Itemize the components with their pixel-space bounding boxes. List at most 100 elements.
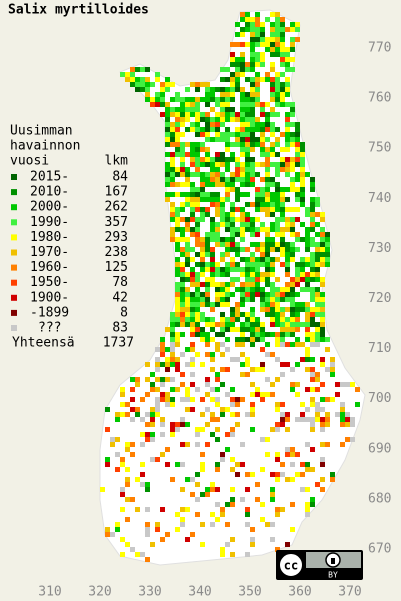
cell [295, 137, 300, 142]
cell [255, 117, 260, 122]
cell [200, 172, 205, 177]
cell [225, 267, 230, 272]
cell [235, 397, 240, 402]
cell [160, 422, 165, 427]
cell [305, 312, 310, 317]
cell [155, 347, 160, 352]
cell [205, 87, 210, 92]
cell [260, 52, 265, 57]
cell [315, 327, 320, 332]
cell [275, 27, 280, 32]
cell [310, 177, 315, 182]
cell [240, 12, 245, 17]
cell [245, 67, 250, 72]
cell [280, 292, 285, 297]
cell [220, 547, 225, 552]
cell [270, 312, 275, 317]
legend-swatch [11, 294, 17, 301]
legend-count: 167 [105, 185, 128, 200]
cell [230, 117, 235, 122]
cell [160, 112, 165, 117]
cell [305, 407, 310, 412]
cell [150, 382, 155, 387]
cell [195, 482, 200, 487]
cell [175, 137, 180, 142]
cell [290, 257, 295, 262]
cell [290, 57, 295, 62]
cell [135, 82, 140, 87]
legend-swatch [11, 219, 17, 226]
cell [220, 177, 225, 182]
cell [245, 92, 250, 97]
cell [165, 162, 170, 167]
cell [125, 467, 130, 472]
cell [130, 72, 135, 77]
cell [295, 312, 300, 317]
cell [225, 167, 230, 172]
cell [135, 412, 140, 417]
cell [180, 102, 185, 107]
cell [275, 197, 280, 202]
cell [180, 112, 185, 117]
cell [250, 32, 255, 37]
cell [305, 282, 310, 287]
cell [280, 287, 285, 292]
cell [185, 152, 190, 157]
cell [315, 412, 320, 417]
cell [260, 132, 265, 137]
cell [210, 272, 215, 277]
cell [310, 497, 315, 502]
cell [280, 22, 285, 27]
cell [230, 237, 235, 242]
cell [215, 122, 220, 127]
cell [275, 77, 280, 82]
cell [295, 162, 300, 167]
cell [240, 182, 245, 187]
cell [205, 317, 210, 322]
cell [295, 262, 300, 267]
cell [205, 292, 210, 297]
cell [195, 162, 200, 167]
cell [105, 462, 110, 467]
cell [175, 367, 180, 372]
cell [130, 452, 135, 457]
cell [195, 432, 200, 437]
cell [280, 167, 285, 172]
cell [160, 362, 165, 367]
cell [200, 317, 205, 322]
cell [315, 402, 320, 407]
cell [220, 242, 225, 247]
cell [130, 67, 135, 72]
cell [145, 412, 150, 417]
cell [325, 252, 330, 257]
cell [165, 117, 170, 122]
cell [280, 212, 285, 217]
cell [260, 332, 265, 337]
cell [270, 87, 275, 92]
cell [170, 232, 175, 237]
cell [115, 522, 120, 527]
cell [320, 232, 325, 237]
cell [140, 552, 145, 557]
cell [255, 87, 260, 92]
cell [285, 207, 290, 212]
cell [270, 307, 275, 312]
cell [310, 277, 315, 282]
cell [205, 277, 210, 282]
cell [105, 532, 110, 537]
legend-label: 1960- [30, 260, 69, 275]
cell [190, 192, 195, 197]
cell [230, 537, 235, 542]
cell [215, 232, 220, 237]
cell [185, 117, 190, 122]
cell [285, 282, 290, 287]
cell [295, 282, 300, 287]
cell [180, 422, 185, 427]
cell [265, 297, 270, 302]
cell [325, 257, 330, 262]
cell [170, 227, 175, 232]
cell [200, 267, 205, 272]
cell [225, 137, 230, 142]
cell [300, 417, 305, 422]
cell [285, 292, 290, 297]
